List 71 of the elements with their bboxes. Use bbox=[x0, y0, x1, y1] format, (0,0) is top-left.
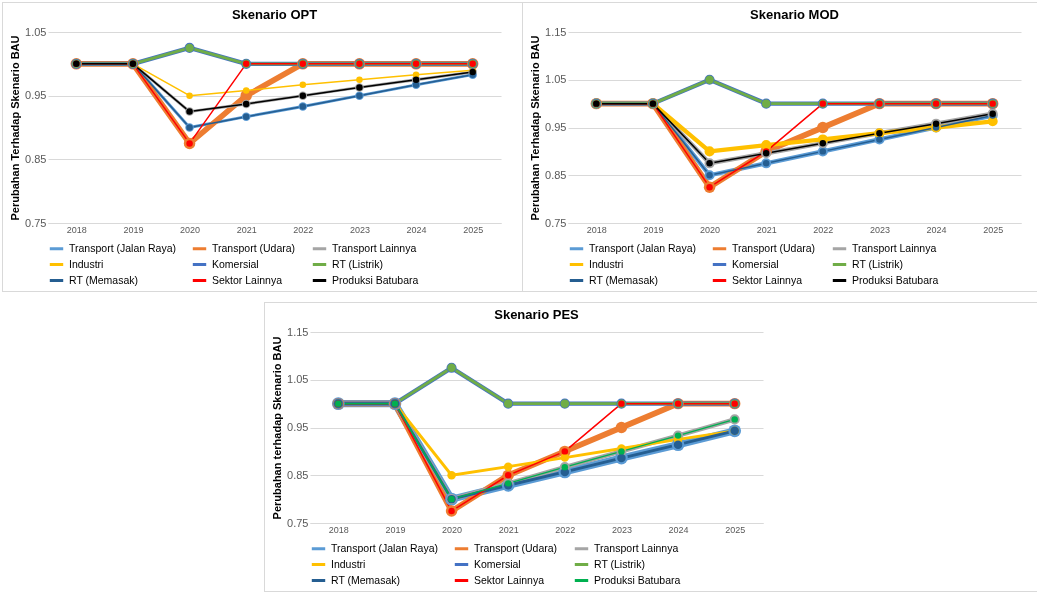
x-tick-label: 2019 bbox=[385, 524, 406, 535]
x-tick-label: 2023 bbox=[869, 224, 890, 235]
x-tick-label: 2021 bbox=[756, 224, 777, 235]
y-axis-title: Perubahan terhadap Skenario BAU bbox=[271, 336, 284, 520]
x-tick-label: 2019 bbox=[643, 224, 664, 235]
y-tick-label: 1.15 bbox=[287, 325, 309, 338]
x-tick-label: 2024 bbox=[926, 224, 947, 235]
x-tick-label: 2020 bbox=[442, 524, 463, 535]
x-tick-label: 2020 bbox=[180, 224, 201, 235]
x-tick-label: 2025 bbox=[983, 224, 1004, 235]
x-tick-label: 2018 bbox=[586, 224, 607, 235]
legend-label: Produksi Batubara bbox=[332, 273, 419, 286]
x-tick-label: 2022 bbox=[813, 224, 834, 235]
legend-label: RT (Memasak) bbox=[69, 273, 139, 286]
y-tick-label: 1.05 bbox=[25, 25, 47, 38]
legend-label: Transport (Jalan Raya) bbox=[69, 241, 176, 254]
legend-label: RT (Listrik) bbox=[332, 257, 383, 270]
legend-label: Sektor Lainnya bbox=[732, 273, 803, 286]
y-tick-label: 0.95 bbox=[545, 121, 567, 133]
x-tick-label: 2018 bbox=[66, 224, 87, 235]
x-tick-label: 2021 bbox=[236, 224, 257, 235]
y-tick-label: 0.85 bbox=[287, 468, 309, 481]
y-tick-label: 0.75 bbox=[287, 516, 309, 529]
y-tick-label: 0.85 bbox=[545, 168, 567, 181]
x-tick-label: 2024 bbox=[406, 224, 427, 235]
legend-label: Sektor Lainnya bbox=[212, 273, 283, 286]
legend-label: Komersial bbox=[732, 257, 779, 270]
x-tick-label: 2018 bbox=[328, 524, 349, 535]
y-tick-label: 0.95 bbox=[25, 89, 47, 102]
x-tick-label: 2023 bbox=[611, 524, 632, 535]
legend-label: Transport Lainnya bbox=[852, 241, 937, 254]
x-tick-label: 2024 bbox=[668, 524, 689, 535]
legend-label: RT (Memasak) bbox=[331, 573, 401, 586]
x-tick-label: 2025 bbox=[463, 224, 484, 235]
x-tick-label: 2019 bbox=[123, 224, 144, 235]
x-tick-label: 2020 bbox=[700, 224, 721, 235]
legend-label: RT (Listrik) bbox=[594, 557, 645, 570]
x-tick-label: 2025 bbox=[725, 524, 746, 535]
chart-title: Skenario PES bbox=[494, 307, 580, 322]
y-tick-label: 0.95 bbox=[287, 421, 309, 433]
y-tick-label: 0.85 bbox=[25, 152, 47, 165]
legend-label: RT (Listrik) bbox=[852, 257, 903, 270]
legend-label: Transport (Jalan Raya) bbox=[331, 541, 438, 554]
x-tick-label: 2022 bbox=[293, 224, 314, 235]
x-tick-label: 2023 bbox=[349, 224, 370, 235]
x-tick-label: 2021 bbox=[498, 524, 519, 535]
legend-label: Sektor Lainnya bbox=[474, 573, 545, 586]
legend-label: Transport (Jalan Raya) bbox=[589, 241, 696, 254]
legend-label: Transport (Udara) bbox=[212, 241, 296, 254]
y-tick-label: 0.75 bbox=[25, 216, 47, 229]
y-tick-label: 1.05 bbox=[545, 73, 567, 86]
legend-label: Produksi Batubara bbox=[594, 573, 681, 586]
legend-label: Transport (Udara) bbox=[732, 241, 816, 254]
legend-label: Produksi Batubara bbox=[852, 273, 939, 286]
legend-label: Transport (Udara) bbox=[474, 541, 558, 554]
legend-label: Komersial bbox=[474, 557, 521, 570]
y-tick-label: 1.05 bbox=[287, 373, 309, 386]
legend-label: Transport Lainnya bbox=[332, 241, 417, 254]
legend-label: RT (Memasak) bbox=[589, 273, 659, 286]
legend-label: Industri bbox=[331, 557, 366, 570]
y-axis-title: Perubahan Terhadap Skenario BAU bbox=[9, 35, 22, 221]
y-tick-label: 0.75 bbox=[545, 216, 567, 229]
y-tick-label: 1.15 bbox=[545, 25, 567, 38]
chart-title: Skenario MOD bbox=[750, 7, 839, 22]
legend-label: Komersial bbox=[212, 257, 259, 270]
legend-label: Industri bbox=[589, 257, 624, 270]
legend-label: Industri bbox=[69, 257, 104, 270]
y-axis-title: Perubahan Terhadap Skenario BAU bbox=[529, 35, 542, 221]
chart-title: Skenario OPT bbox=[231, 7, 318, 22]
x-tick-label: 2022 bbox=[555, 524, 576, 535]
legend-label: Transport Lainnya bbox=[594, 541, 679, 554]
